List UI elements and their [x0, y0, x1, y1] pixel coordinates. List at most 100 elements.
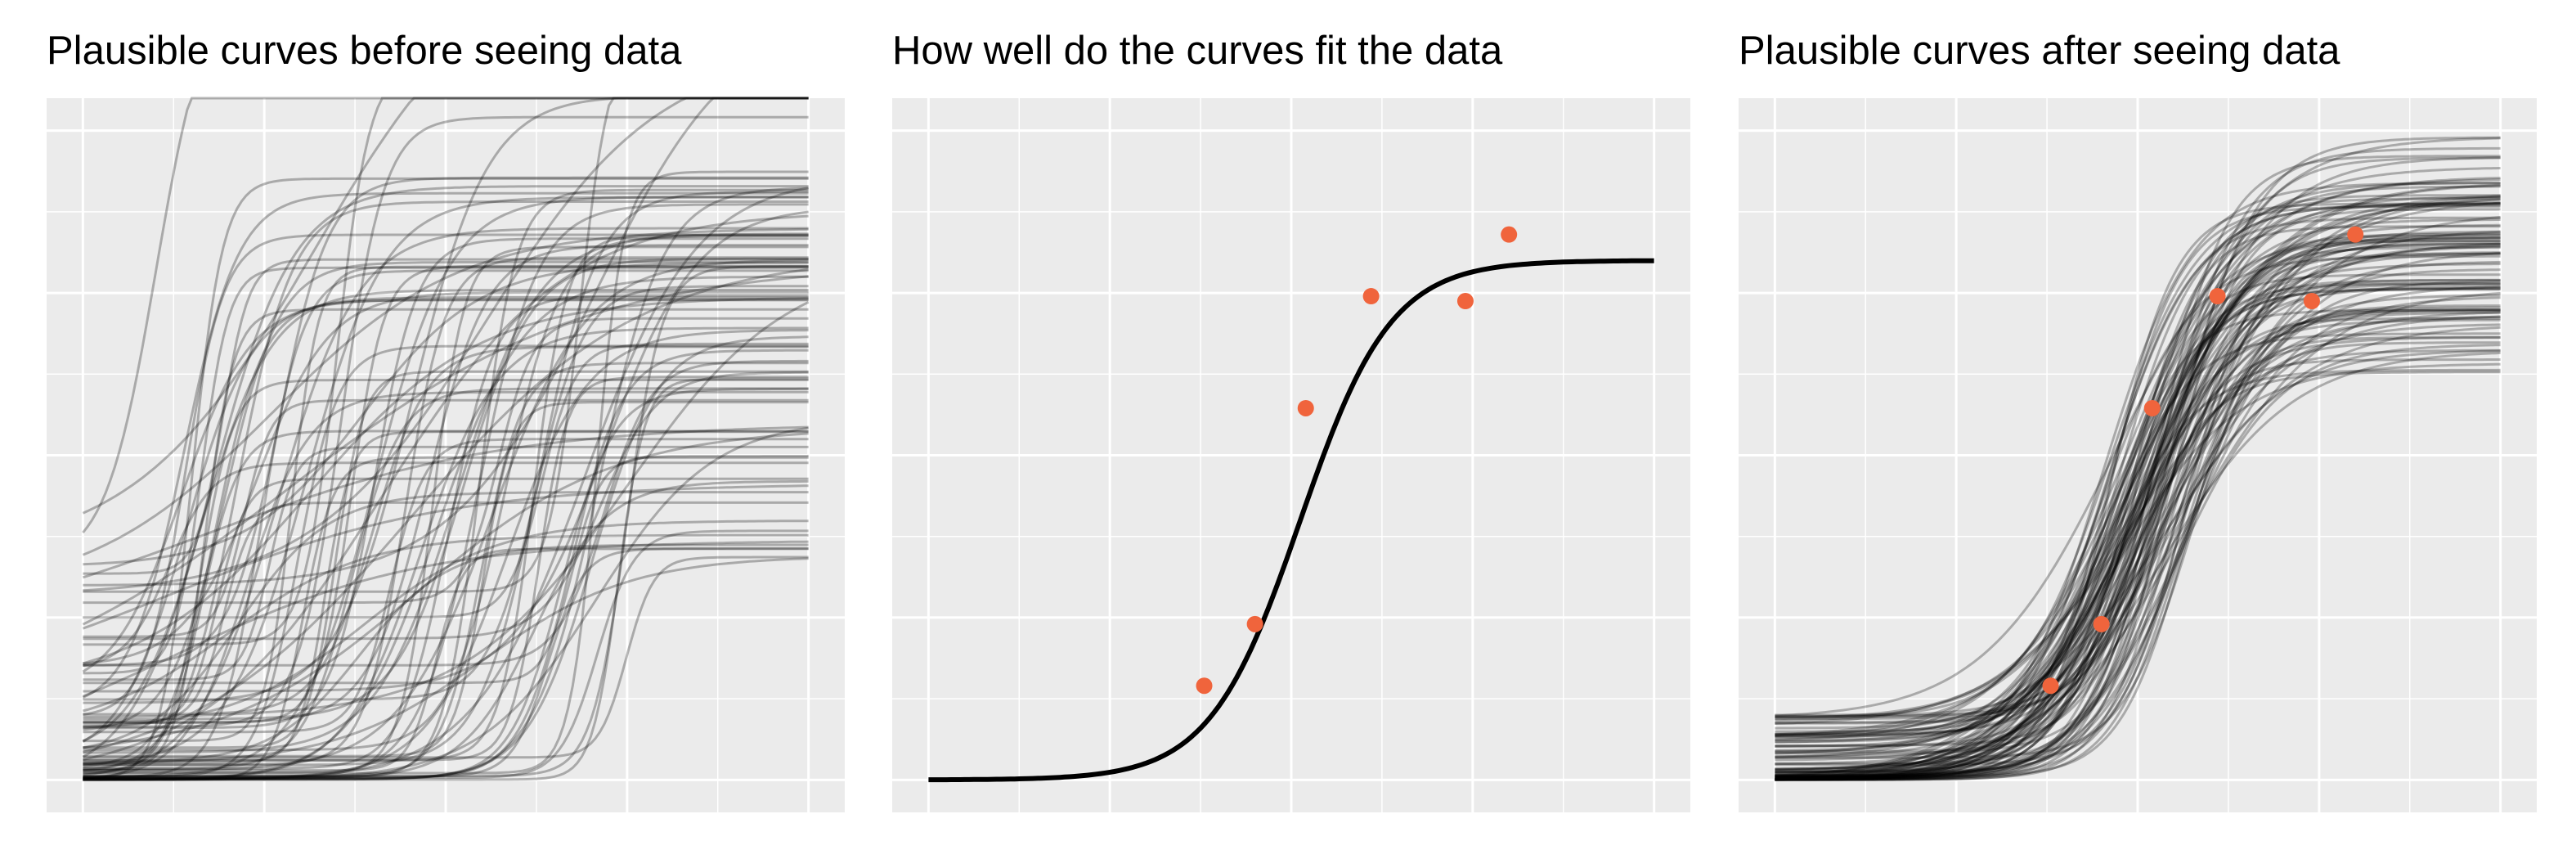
- sample-curve: [83, 445, 809, 681]
- sample-curve: [83, 519, 809, 729]
- sample-curve: [83, 387, 809, 770]
- sample-curve: [83, 244, 809, 724]
- sample-curve: [1775, 368, 2501, 779]
- sample-curve: [1775, 252, 2501, 724]
- sample-curve: [83, 245, 809, 774]
- sample-curve: [82, 296, 809, 665]
- sample-curve: [1775, 358, 2501, 780]
- sample-curve: [83, 349, 809, 780]
- sample-curve: [83, 233, 809, 716]
- sample-curve: [82, 540, 809, 698]
- sample-curve: [1775, 280, 2501, 779]
- data-point: [1501, 226, 1518, 243]
- sample-curve: [1775, 252, 2501, 780]
- sample-curve: [83, 97, 809, 587]
- data-point: [1196, 677, 1213, 695]
- sample-curve: [83, 210, 809, 693]
- sample-curve: [1775, 317, 2501, 780]
- sample-curve: [1775, 194, 2501, 777]
- sample-curve: [1775, 230, 2501, 781]
- sample-curve: [82, 97, 809, 534]
- sample-curve: [1775, 232, 2501, 775]
- sample-curve: [83, 203, 809, 780]
- sample-curve: [83, 176, 809, 667]
- data-point: [2093, 615, 2110, 632]
- sample-curve: [1775, 230, 2501, 755]
- sample-curve: [1775, 326, 2501, 736]
- sample-curve: [1775, 195, 2501, 778]
- data-point: [1362, 288, 1380, 305]
- sample-curve: [1775, 323, 2501, 771]
- sample-curve: [83, 529, 809, 780]
- sample-curve: [1775, 185, 2501, 773]
- sample-curve: [1775, 283, 2501, 725]
- sample-curve: [1775, 196, 2501, 718]
- sample-curve: [83, 261, 809, 566]
- sample-curve: [83, 234, 809, 762]
- sample-curve: [82, 191, 809, 699]
- sample-curve: [83, 285, 809, 701]
- sample-curve: [83, 308, 809, 772]
- sample-curve: [1775, 268, 2501, 781]
- sample-curve: [1775, 245, 2501, 780]
- data-point: [2303, 293, 2320, 310]
- sample-curve: [83, 555, 809, 759]
- sample-curve: [1775, 279, 2501, 781]
- fitted-curve: [928, 258, 1654, 783]
- sample-curve: [1775, 201, 2501, 780]
- sample-curve: [1775, 287, 2501, 736]
- sample-curve: [83, 426, 809, 781]
- sample-curve: [82, 289, 809, 742]
- sample-curve: [83, 266, 809, 675]
- sample-curve: [1775, 218, 2501, 780]
- sample-curve: [83, 301, 810, 718]
- sample-curve: [83, 430, 809, 775]
- sample-curve: [1775, 296, 2501, 781]
- sample-curve: [83, 290, 809, 665]
- sample-curve: [1775, 315, 2501, 737]
- sample-curve: [83, 344, 809, 779]
- sample-curve: [1775, 263, 2501, 775]
- sample-curve: [83, 237, 809, 730]
- sample-curve: [82, 296, 809, 743]
- panel-title-prior: Plausible curves before seeing data: [47, 29, 682, 73]
- sample-curve: [1775, 281, 2501, 733]
- sample-curve: [1775, 202, 2501, 780]
- sample-curve: [83, 265, 809, 743]
- sample-curve: [1775, 245, 2501, 774]
- sample-curve: [1775, 349, 2501, 766]
- sample-curve: [1775, 252, 2501, 772]
- sample-curve: [83, 477, 809, 727]
- sample-curve: [83, 379, 809, 769]
- sample-curve: [83, 461, 809, 668]
- sample-curve: [1775, 241, 2501, 773]
- sample-curve: [83, 329, 809, 780]
- sample-curve: [1775, 184, 2501, 722]
- sample-curve: [82, 425, 809, 579]
- sample-curve: [1775, 205, 2501, 758]
- sample-curve: [1775, 155, 2501, 753]
- sample-curve: [83, 455, 809, 685]
- sample-curve: [1775, 242, 2501, 758]
- sample-curve: [83, 376, 809, 762]
- sample-curve: [1775, 178, 2501, 737]
- sample-curve: [1775, 336, 2501, 748]
- sample-curve: [1775, 239, 2501, 777]
- sample-curve: [1775, 294, 2501, 771]
- sample-curve: [1775, 311, 2501, 725]
- sample-curve: [83, 501, 809, 723]
- sample-curve: [83, 345, 809, 716]
- sample-curve: [83, 359, 809, 667]
- sample-curve: [1775, 236, 2501, 777]
- sample-curve: [83, 196, 809, 766]
- sample-curve: [1775, 195, 2501, 744]
- sample-curve: [83, 456, 809, 781]
- sample-curve: [83, 390, 809, 780]
- sample-curve: [83, 299, 809, 767]
- sample-curve: [83, 438, 809, 734]
- sample-curve: [1775, 282, 2501, 780]
- sample-curve: [1775, 243, 2501, 781]
- sample-curve: [1775, 177, 2501, 717]
- data-point: [1297, 399, 1314, 416]
